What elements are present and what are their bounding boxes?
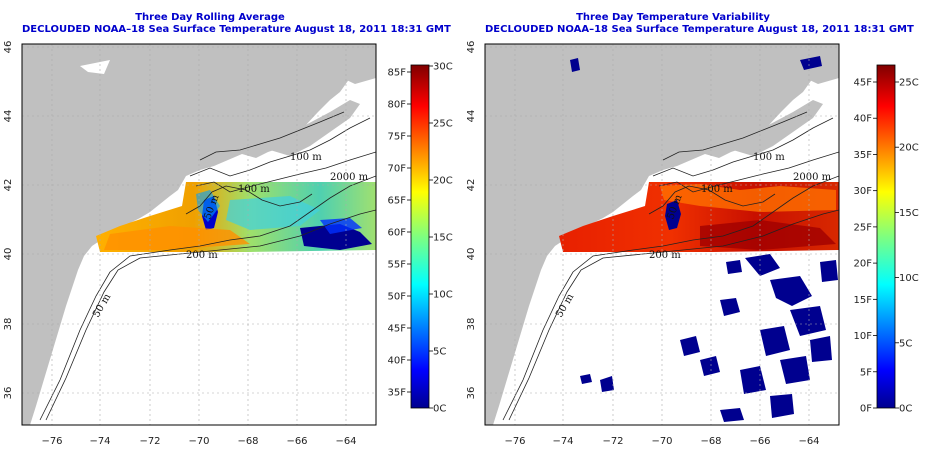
left-colorbar-f-label: 45F <box>388 324 407 335</box>
left-y-tick: 42 <box>3 179 14 192</box>
right-colorbar-c-label: 20C <box>899 143 919 154</box>
left-colorbar-f-label: 55F <box>388 260 407 271</box>
left-contour-label-1: 100 m <box>290 152 322 163</box>
left-colorbar: 85F 80F 75F 70F 65F 60F 55F 50F 45F 40F 35F 30C 25C… <box>388 62 453 415</box>
left-x-tick: −68 <box>237 436 258 447</box>
left-colorbar-f-label: 65F <box>388 196 407 207</box>
right-title-main: Three Day Temperature Variability <box>576 12 770 23</box>
right-x-tick: −74 <box>552 436 573 447</box>
right-contour-label-3: 100 m <box>701 184 733 195</box>
right-colorbar-f-label: 0F <box>860 404 872 415</box>
right-x-tick: −68 <box>700 436 721 447</box>
left-y-tick: 46 <box>3 41 14 54</box>
right-contour-label-2: 2000 m <box>793 172 832 183</box>
left-colorbar-c-label: 10C <box>433 290 453 301</box>
left-map: 100 m 2000 m 100 m 50 m 200 m 50 m <box>22 44 376 425</box>
right-y-tick: 38 <box>466 318 477 331</box>
right-x-axis: −76 −74 −72 −70 −68 −66 −64 <box>504 436 819 447</box>
left-y-tick: 38 <box>3 318 14 331</box>
left-x-tick: −66 <box>286 436 307 447</box>
right-colorbar-f-label: 5F <box>860 367 872 378</box>
right-colorbar-gradient <box>876 64 896 409</box>
left-colorbar-c-label: 25C <box>433 119 453 130</box>
right-title-sub: DECLOUDED NOAA–18 Sea Surface Temperatur… <box>485 24 914 35</box>
right-colorbar-f-label: 30F <box>854 186 873 197</box>
left-y-tick: 36 <box>3 387 14 400</box>
left-colorbar-f-label: 60F <box>388 228 407 239</box>
right-grid <box>485 44 839 425</box>
left-x-tick: −74 <box>89 436 110 447</box>
right-noise-blobs <box>570 56 838 422</box>
right-colorbar-f-label: 15F <box>854 295 873 306</box>
right-colorbar-f-label: 40F <box>854 114 873 125</box>
right-title: Three Day Temperature Variability DECLOU… <box>485 12 914 36</box>
right-colorbar-c-label: 5C <box>899 338 912 349</box>
right-x-tick: −70 <box>651 436 672 447</box>
right-colorbar-f-label: 45F <box>854 78 873 89</box>
left-title-sub: DECLOUDED NOAA–18 Sea Surface Temperatur… <box>22 24 451 35</box>
left-colorbar-f-label: 50F <box>388 292 407 303</box>
left-x-axis: −76 −74 −72 −70 −68 −66 −64 <box>41 436 356 447</box>
left-contour-label-2: 2000 m <box>330 172 369 183</box>
right-colorbar-f-label: 10F <box>854 331 873 342</box>
left-y-tick: 40 <box>3 248 14 261</box>
left-colorbar-f-label: 75F <box>388 132 407 143</box>
left-x-tick: −72 <box>139 436 160 447</box>
left-colorbar-c-label: 0C <box>433 404 446 415</box>
left-x-tick: −70 <box>188 436 209 447</box>
right-y-tick: 42 <box>466 179 477 192</box>
right-x-tick: −76 <box>504 436 525 447</box>
left-x-tick: −64 <box>335 436 356 447</box>
left-colorbar-f-label: 85F <box>388 68 407 79</box>
right-colorbar-c-label: 15C <box>899 208 919 219</box>
right-y-tick: 36 <box>466 387 477 400</box>
right-colorbar-f-label: 35F <box>854 150 873 161</box>
right-colorbar: 45F 40F 35F 30F 25F 20F 15F 10F 5F 0F 25C 20C 15C 10… <box>854 64 919 415</box>
right-map-frame <box>484 43 840 426</box>
left-contour-label-5: 200 m <box>186 250 218 261</box>
left-y-tick: 44 <box>3 110 14 123</box>
left-y-axis: 46 44 42 40 38 36 <box>3 41 14 400</box>
left-title: Three Day Rolling Average DECLOUDED NOAA… <box>22 12 451 36</box>
right-colorbar-f-label: 20F <box>854 259 873 270</box>
right-y-tick: 46 <box>466 41 477 54</box>
right-y-axis: 46 44 42 40 38 36 <box>466 41 477 400</box>
left-colorbar-f-label: 35F <box>388 388 407 399</box>
left-colorbar-f-label: 80F <box>388 100 407 111</box>
right-map: 100 m 2000 m 100 m 50 m 200 m 50 m <box>485 44 839 425</box>
left-colorbar-c-label: 15C <box>433 233 453 244</box>
left-contour-label-3: 100 m <box>238 184 270 195</box>
left-title-main: Three Day Rolling Average <box>135 12 285 23</box>
left-colorbar-f-label: 70F <box>388 164 407 175</box>
right-contour-label-1: 100 m <box>753 152 785 163</box>
left-colorbar-c-label: 20C <box>433 176 453 187</box>
left-colorbar-c-label: 5C <box>433 347 446 358</box>
left-colorbar-f-label: 40F <box>388 356 407 367</box>
right-colorbar-c-label: 25C <box>899 78 919 89</box>
right-y-tick: 44 <box>466 110 477 123</box>
right-colorbar-c-label: 10C <box>899 273 919 284</box>
left-x-tick: −76 <box>41 436 62 447</box>
right-x-tick: −66 <box>749 436 770 447</box>
left-colorbar-c-label: 30C <box>433 62 453 73</box>
right-contours <box>502 111 839 421</box>
left-map-frame <box>21 43 377 426</box>
right-colorbar-f-label: 25F <box>854 222 873 233</box>
right-y-tick: 40 <box>466 248 477 261</box>
right-contour-label-5: 200 m <box>649 250 681 261</box>
right-x-tick: −72 <box>602 436 623 447</box>
left-colorbar-gradient <box>410 64 430 409</box>
right-colorbar-c-label: 0C <box>899 404 912 415</box>
left-contours <box>39 111 376 421</box>
right-x-tick: −64 <box>798 436 819 447</box>
left-grid <box>22 44 376 425</box>
